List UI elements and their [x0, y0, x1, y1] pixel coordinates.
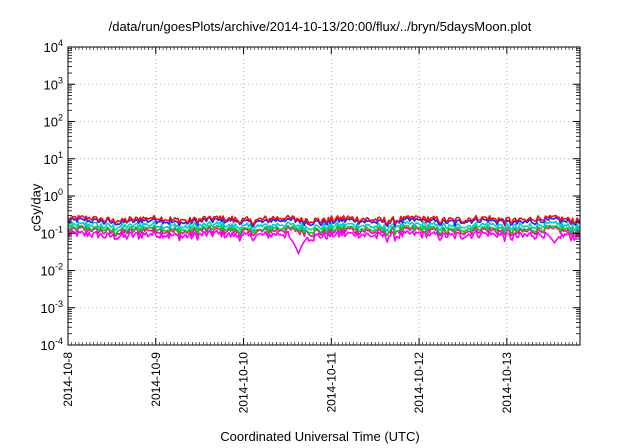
axis-ticks [67, 46, 581, 346]
y-tick-label: 102 [44, 113, 63, 130]
series-line [67, 229, 581, 255]
chart-title: /data/run/goesPlots/archive/2014-10-13/2… [108, 19, 532, 34]
x-tick-label: 2014-10-11 [324, 352, 338, 413]
y-tick-label: 100 [44, 187, 63, 204]
y-tick-label: 101 [44, 150, 63, 167]
x-tick-label: 2014-10-9 [149, 352, 163, 407]
grid-lines [68, 47, 580, 345]
x-tick-label: 2014-10-12 [412, 352, 426, 414]
y-tick-label: 104 [44, 38, 63, 55]
x-tick-label: 2014-10-8 [61, 352, 75, 407]
tick-labels: 10-4 10-3 10-2 10-1 100 101 102 103 104 2014-10-8… [41, 38, 514, 413]
series-line [67, 224, 581, 236]
y-tick-label: 10-2 [41, 262, 63, 279]
y-tick-label: 10-4 [41, 336, 63, 353]
x-tick-label: 2014-10-10 [237, 352, 251, 414]
series-line [67, 214, 581, 226]
series-lines [67, 214, 581, 255]
y-tick-label: 10-1 [41, 224, 63, 241]
x-tick-label: 2014-10-13 [500, 352, 514, 414]
series-line [67, 220, 581, 233]
x-axis-label: Coordinated Universal Time (UTC) [220, 429, 420, 444]
y-tick-label: 103 [44, 75, 63, 92]
y-tick-label: 10-3 [41, 299, 63, 316]
